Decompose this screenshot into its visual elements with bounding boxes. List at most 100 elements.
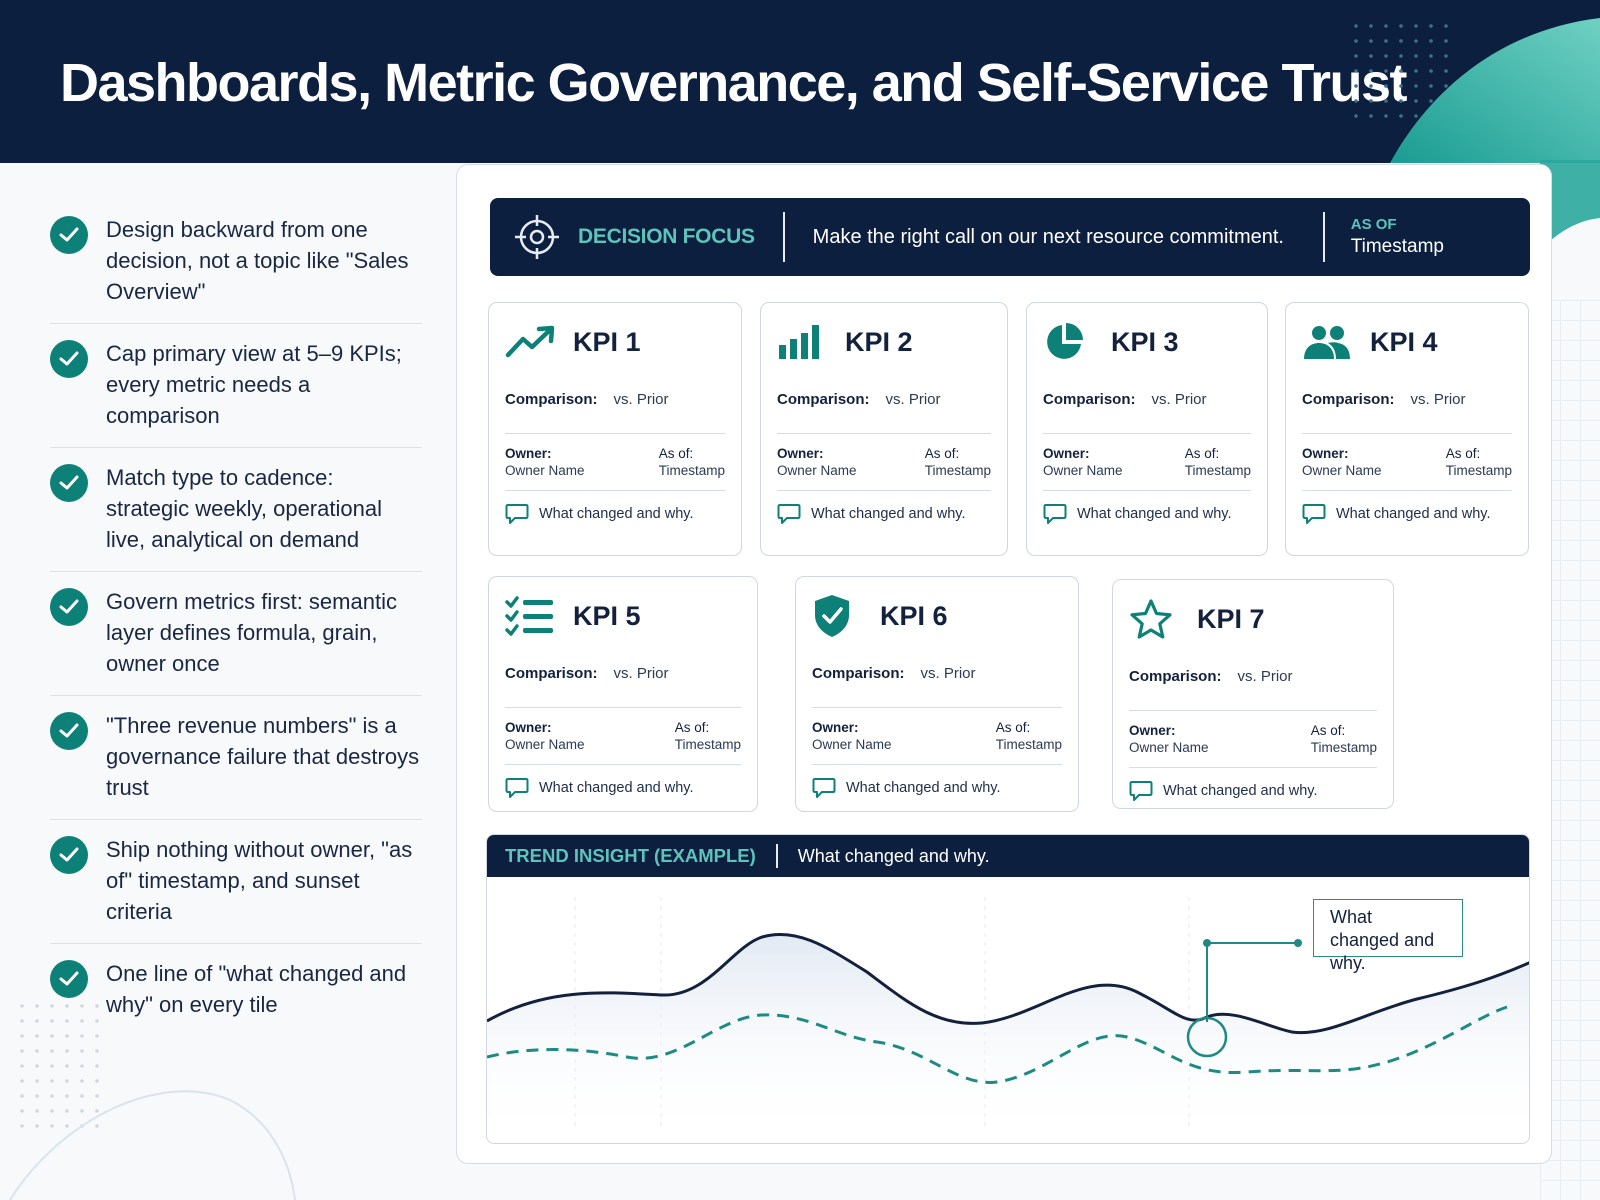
comment-icon <box>777 503 801 525</box>
decor-dot <box>1354 54 1358 58</box>
checklist-item: "Three revenue numbers" is a governance … <box>50 696 422 820</box>
comparison-label: Comparison: <box>777 390 870 408</box>
kpi-card[interactable]: KPI 2 Comparison: vs. Prior Owner: Owner Nam… <box>760 302 1008 556</box>
arc-decoration-bottom <box>9 1090 296 1200</box>
decor-dot <box>1369 99 1373 103</box>
decor-dot <box>1384 24 1388 28</box>
kpi-note: What changed and why. <box>1302 491 1512 537</box>
checklist-icon <box>505 594 559 638</box>
decor-dot <box>80 1004 84 1008</box>
kpi-title: KPI 6 <box>880 600 948 631</box>
kpi-title: KPI 4 <box>1370 326 1438 357</box>
decor-dot <box>1384 39 1388 43</box>
decor-dot <box>50 1079 54 1083</box>
kpi-note: What changed and why. <box>505 491 725 537</box>
decor-dot <box>1399 114 1403 118</box>
decor-dot <box>1414 114 1418 118</box>
decor-dot <box>35 1019 39 1023</box>
kpi-meta: Owner: Owner Name As of: Timestamp <box>777 434 991 491</box>
decor-dot <box>1444 39 1448 43</box>
kpi-header: KPI 6 <box>812 579 1062 653</box>
check-circle-icon <box>50 712 88 750</box>
divider <box>782 212 785 262</box>
as-of-block: As of: Timestamp <box>1185 446 1251 478</box>
decor-dot <box>20 1049 24 1053</box>
decor-dot <box>95 1109 99 1113</box>
decor-dot <box>50 1109 54 1113</box>
kpi-note: What changed and why. <box>1043 491 1251 537</box>
decor-dot <box>95 1049 99 1053</box>
as-of-block: As of: Timestamp <box>659 446 725 478</box>
kpi-card[interactable]: KPI 3 Comparison: vs. Prior Owner: Owner Nam… <box>1026 302 1268 556</box>
comparison-value: vs. Prior <box>1151 390 1207 408</box>
as-of-value: Timestamp <box>1184 463 1251 478</box>
decor-dot <box>1429 84 1433 88</box>
checklist-text: One line of "what changed and why" on ev… <box>106 961 407 1017</box>
as-of-label: As of: <box>1184 446 1220 461</box>
decor-dot <box>80 1049 84 1053</box>
as-of-block: As of: Timestamp <box>675 720 741 752</box>
decor-dot <box>1414 24 1418 28</box>
owner-label: Owner: <box>777 446 824 461</box>
kpi-card[interactable]: KPI 4 Comparison: vs. Prior Owner: Owner Nam… <box>1285 302 1529 556</box>
as-of-value: Timestamp <box>995 737 1062 752</box>
kpi-note-text: What changed and why. <box>539 780 694 796</box>
as-of-label: As of: <box>658 446 694 461</box>
decor-dot <box>1399 54 1403 58</box>
as-of-value: Timestamp <box>674 737 741 752</box>
trend-chart <box>487 897 1529 1143</box>
decor-dot <box>1414 39 1418 43</box>
target-icon <box>514 214 560 260</box>
decor-dot <box>1384 84 1388 88</box>
kpi-card[interactable]: KPI 5 Comparison: vs. Prior Owner: Owner Nam… <box>488 576 758 812</box>
kpi-comparison: Comparison: vs. Prior <box>1129 656 1377 711</box>
as-of-label: As of: <box>674 720 710 735</box>
kpi-header: KPI 5 <box>505 579 741 653</box>
comparison-value: vs. Prior <box>920 664 976 682</box>
kpi-header: KPI 4 <box>1302 305 1512 379</box>
trend-insight-header: TREND INSIGHT (EXAMPLE) What changed and… <box>487 835 1529 877</box>
owner-block: Owner: Owner Name <box>505 446 585 478</box>
kpi-card[interactable]: KPI 6 Comparison: vs. Prior Owner: Owner Nam… <box>795 576 1079 812</box>
as-of-block: As of: Timestamp <box>996 720 1062 752</box>
kpi-title: KPI 5 <box>573 600 641 631</box>
kpi-note: What changed and why. <box>505 765 741 811</box>
decor-dot <box>50 1034 54 1038</box>
decor-dot <box>20 1019 24 1023</box>
kpi-card[interactable]: KPI 7 Comparison: vs. Prior Owner: Owner Nam… <box>1112 579 1394 809</box>
kpi-header: KPI 7 <box>1129 582 1377 656</box>
decor-dot <box>65 1019 69 1023</box>
decor-dot <box>65 1079 69 1083</box>
star-icon <box>1129 597 1183 641</box>
decor-dot <box>65 1124 69 1128</box>
kpi-header: KPI 3 <box>1043 305 1251 379</box>
shield-check-icon <box>812 594 866 638</box>
decor-dot <box>20 1034 24 1038</box>
decor-dot <box>35 1064 39 1068</box>
owner-label: Owner: <box>812 720 859 735</box>
checklist-item: Design backward from one decision, not a… <box>50 200 422 324</box>
kpi-meta: Owner: Owner Name As of: Timestamp <box>505 434 725 491</box>
divider <box>775 844 778 868</box>
kpi-note-text: What changed and why. <box>539 506 694 522</box>
check-circle-icon <box>50 588 88 626</box>
owner-block: Owner: Owner Name <box>812 720 892 752</box>
owner-value: Owner Name <box>777 463 857 478</box>
decor-dot <box>1429 24 1433 28</box>
owner-block: Owner: Owner Name <box>1043 446 1123 478</box>
decor-dot <box>20 1064 24 1068</box>
decor-dot <box>80 1079 84 1083</box>
kpi-title: KPI 1 <box>573 326 641 357</box>
decor-dot <box>35 1109 39 1113</box>
kpi-note-text: What changed and why. <box>846 780 1001 796</box>
dot-pattern-decoration <box>1354 24 1448 118</box>
decor-dot <box>95 1019 99 1023</box>
decor-dot <box>20 1094 24 1098</box>
decor-dot <box>50 1019 54 1023</box>
kpi-card[interactable]: KPI 1 Comparison: vs. Prior Owner: Owner Nam… <box>488 302 742 556</box>
decor-dot <box>95 1124 99 1128</box>
as-of-label: As of: <box>1445 446 1481 461</box>
decor-dot <box>95 1064 99 1068</box>
decor-dot <box>1414 54 1418 58</box>
as-of-label: As of: <box>924 446 960 461</box>
